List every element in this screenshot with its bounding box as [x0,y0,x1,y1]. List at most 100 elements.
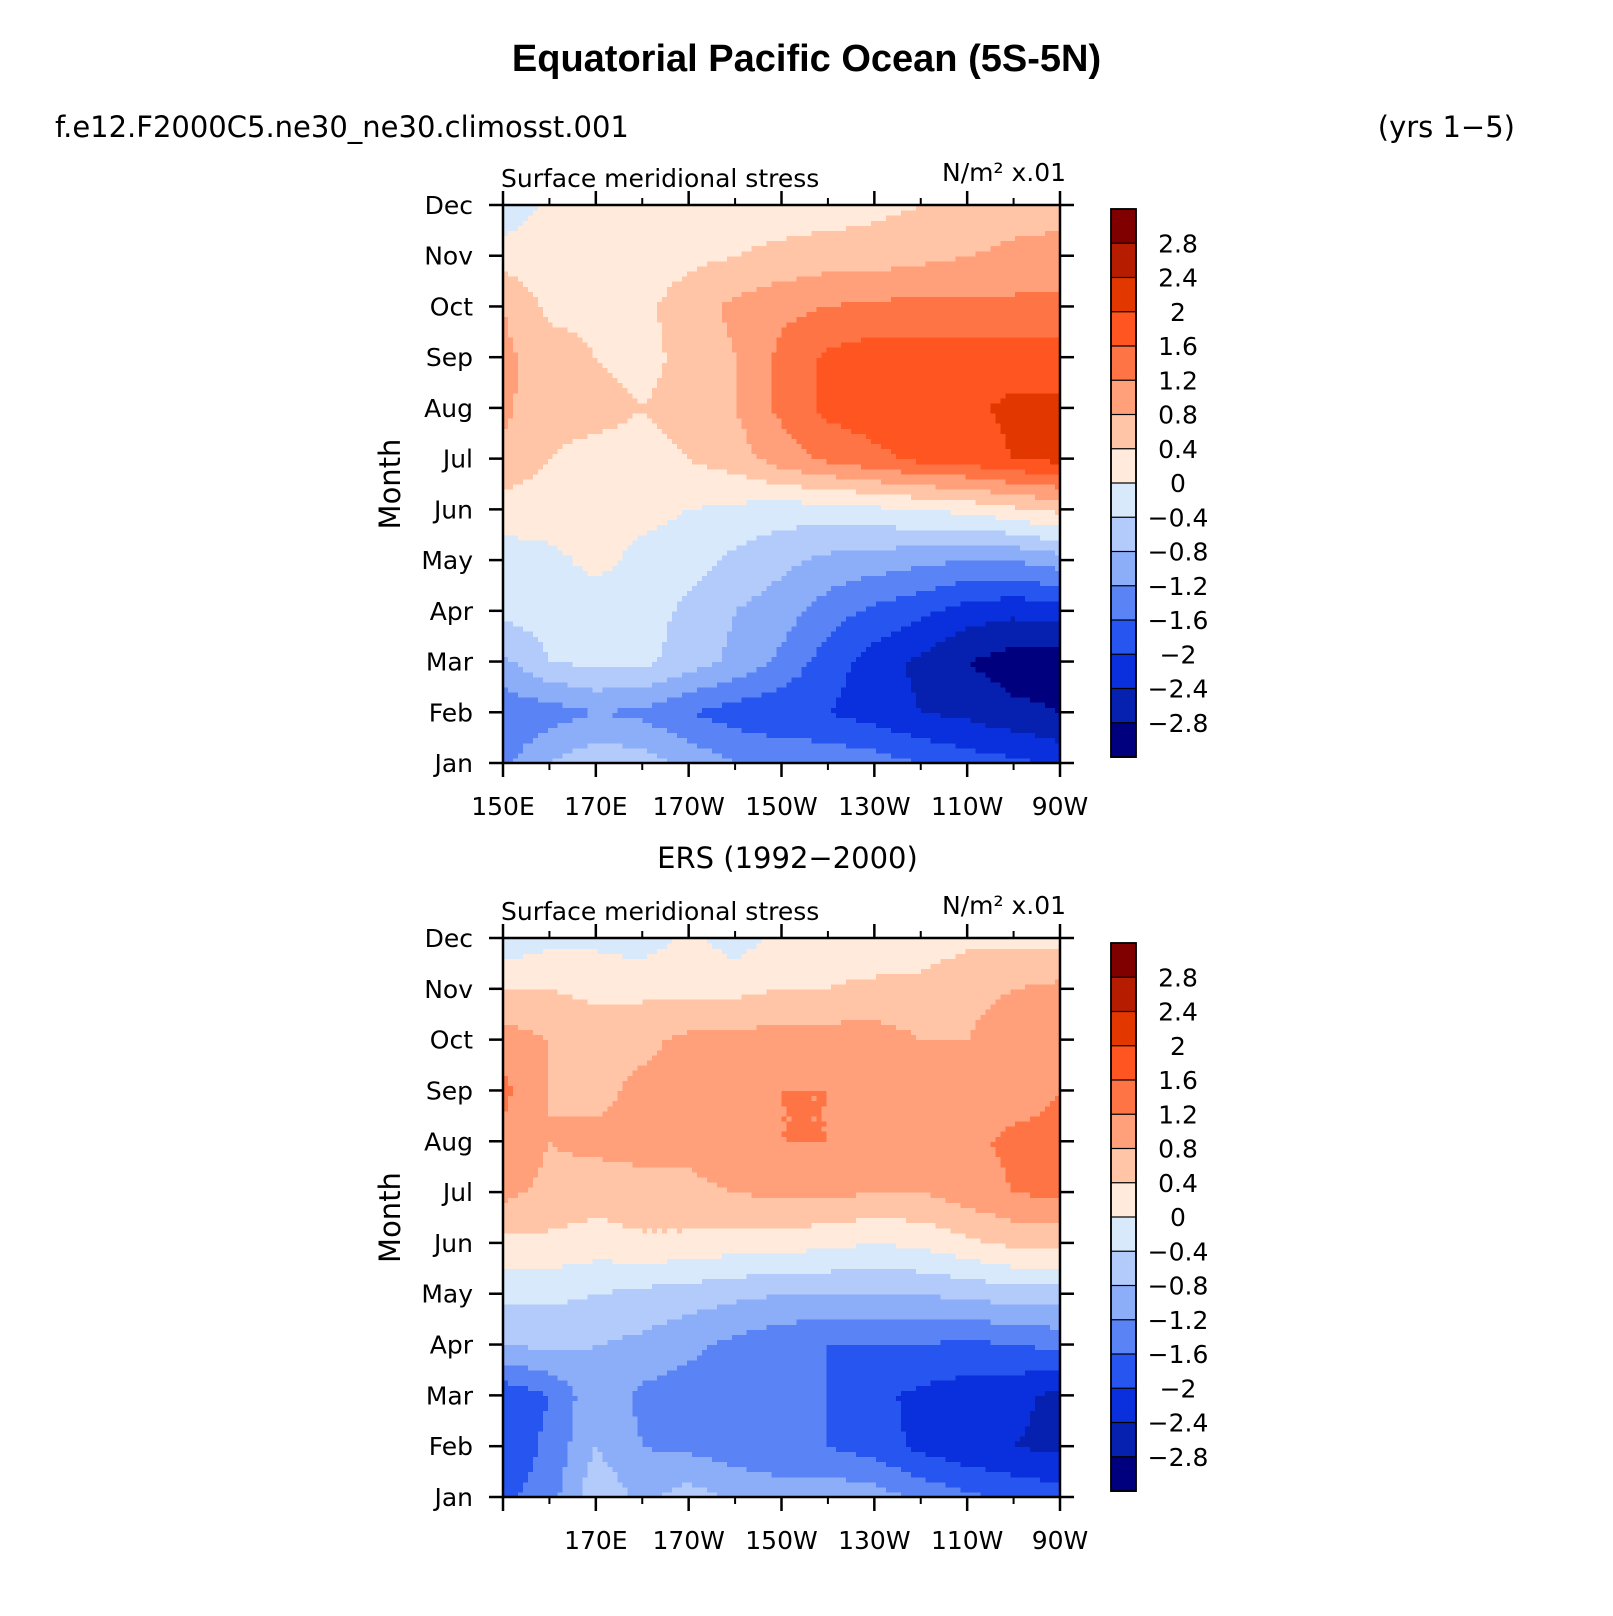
heatmap-cell [905,605,912,612]
heatmap-cell [532,707,539,713]
heatmap-cell [512,544,519,551]
heatmap-cell [1050,610,1056,617]
heatmap-cell [731,752,738,759]
heatmap-cell [711,575,718,581]
heatmap-cell [821,641,827,647]
heatmap-cell [851,702,857,708]
heatmap-cell [642,757,648,764]
heatmap-cell [652,636,658,642]
heatmap-cell [781,539,788,546]
heatmap-cell [503,691,509,698]
heatmap-cell [572,600,579,607]
heatmap-cell [602,681,609,688]
heatmap-cell [731,570,738,576]
heatmap-cell [691,565,698,571]
heatmap-cell [597,686,604,693]
heatmap-cell [831,671,837,678]
heatmap-cell [746,651,753,658]
heatmap-cell [537,570,544,576]
heatmap-cell [597,590,604,597]
heatmap-cell [846,570,852,576]
heatmap-cell [662,565,668,571]
heatmap-cell [885,661,892,668]
heatmap-cell [905,661,912,668]
heatmap-cell [627,631,633,637]
heatmap-cell [652,585,658,592]
heatmap-cell [602,641,609,647]
heatmap-cell [567,570,574,576]
heatmap-cell [577,671,584,678]
heatmap-cell [622,646,628,652]
heatmap-cell [1020,631,1026,637]
heatmap-cell [592,722,599,729]
heatmap-cell [985,626,991,632]
heatmap-cell [756,565,763,571]
heatmap-cell [617,590,623,597]
heatmap-cell [965,757,972,764]
heatmap-cell [756,555,763,561]
heatmap-cell [751,707,758,713]
heatmap-cell [503,742,509,749]
heatmap-cell [716,727,723,734]
heatmap-cell [716,686,723,693]
heatmap-cell [756,671,763,678]
heatmap-cell [587,707,594,713]
heatmap-cell [910,666,917,673]
heatmap-cell [597,539,604,546]
heatmap-cell [507,641,514,647]
heatmap-cell [910,570,917,576]
heatmap-cell [1015,539,1021,546]
heatmap-cell [572,732,579,739]
heatmap-cell [890,620,897,627]
heatmap-cell [522,580,529,587]
heatmap-cell [677,681,683,688]
heatmap-cell [537,727,544,734]
heatmap-cell [985,595,991,602]
heatmap-cell [682,555,688,561]
heatmap-cell [1045,555,1051,561]
heatmap-cell [1035,615,1041,622]
heatmap-cell [672,702,678,708]
heatmap-cell [776,565,783,571]
heatmap-cell [557,600,564,607]
heatmap-cell [811,580,817,587]
heatmap-cell [955,737,962,744]
heatmap-cell [612,590,618,597]
heatmap-cell [910,631,917,637]
heatmap-cell [970,610,977,617]
heatmap-cell [1035,752,1041,759]
heatmap-cell [667,534,673,541]
heatmap-cell [607,615,614,622]
heatmap-cell [741,631,748,637]
heatmap-cell [512,620,519,627]
heatmap-cell [582,656,589,663]
heatmap-cell [871,681,877,688]
heatmap-cell [766,615,773,622]
heatmap-cell [875,646,882,652]
heatmap-cell [577,585,584,592]
heatmap-cell [791,590,798,597]
heatmap-cell [816,712,822,718]
heatmap-cell [736,595,743,602]
heatmap-cell [592,712,599,718]
heatmap-cell [885,555,892,561]
heatmap-cell [1055,641,1061,647]
heatmap-cell [960,737,967,744]
heatmap-cell [910,727,917,734]
heatmap-cell [657,626,663,632]
heatmap-cell [910,697,917,703]
heatmap-cell [895,727,902,734]
heatmap-cell [701,747,708,754]
heatmap-cell [552,539,559,546]
heatmap-cell [696,702,703,708]
heatmap-cell [716,712,723,718]
heatmap-cell [970,580,977,587]
heatmap-cell [990,651,996,658]
heatmap-cell [856,615,862,622]
heatmap-cell [572,580,579,587]
heatmap-cell [721,697,728,703]
heatmap-cell [866,600,872,607]
heatmap-cell [900,737,907,744]
heatmap-cell [831,742,837,749]
heatmap-cell [597,636,604,642]
